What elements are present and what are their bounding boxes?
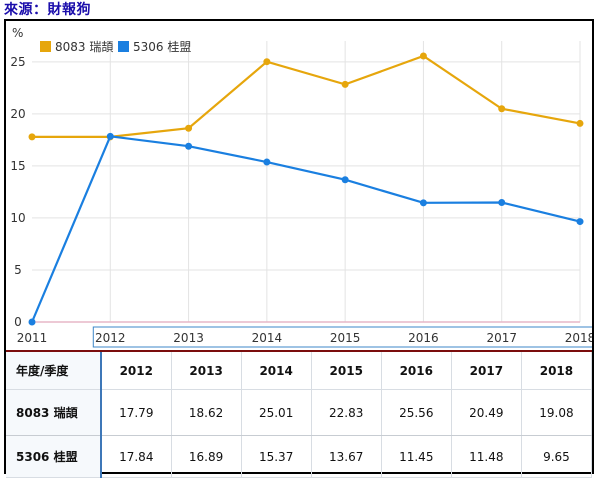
divider [6,350,592,352]
data-point [498,199,506,207]
line-chart: 0 5 10 15 20 25% 2011 2012 2013 2014 2015 2016 2017 2… [10,26,592,348]
y-tick-label: 15 [10,159,25,173]
table-col-header: 2018 [521,352,593,390]
table-col-header: 2013 [171,352,242,390]
y-tick-label: 25 [10,55,25,69]
x-tick-label: 2016 [408,331,439,345]
table-cell: 17.79 [101,389,172,436]
table-col-header: 2017 [451,352,522,390]
table-col-header: 2015 [311,352,382,390]
data-point [28,318,36,326]
legend-label: 8083 瑞頡 [55,40,113,54]
table-cell: 16.89 [171,435,242,478]
table-cell: 25.01 [241,389,312,436]
table-cell: 9.65 [521,435,593,478]
table-cell: 11.45 [381,435,452,478]
data-point [419,52,427,60]
table-row: 5306 桂盟 17.84 16.89 15.37 13.67 11.45 11… [6,435,593,478]
x-tick-label: 2012 [95,331,126,345]
chart-table-panel: 0 5 10 15 20 25% 2011 2012 2013 2014 2015 2016 2017 2… [4,19,594,478]
table-cell: 19.08 [521,389,593,436]
series-line [30,135,581,323]
x-tick-label: 2018 [565,331,592,345]
legend-label: 5306 桂盟 [133,39,191,54]
data-point [185,142,193,150]
data-point [419,199,427,207]
y-tick-label: 20 [10,107,25,121]
data-point [263,158,271,166]
table-cell: 17.84 [101,435,172,478]
data-point [106,132,114,140]
table-corner-header: 年度/季度 [6,352,102,390]
data-point [263,58,271,66]
legend-swatch [118,41,129,52]
x-tick-label: 2015 [330,331,361,345]
data-point [341,176,349,184]
x-tick-label: 2011 [17,331,48,345]
table-cell: 15.37 [241,435,312,478]
table-row-label: 8083 瑞頡 [6,389,102,436]
source-label: 來源：財報狗 [4,2,91,18]
table-cell: 18.62 [171,389,242,436]
table-cell: 13.67 [311,435,382,478]
y-tick-label: 5 [14,263,22,277]
y-tick-label: 0 [14,315,22,329]
table-cell: 20.49 [451,389,522,436]
table-col-header: 2016 [381,352,452,390]
series-line [32,54,581,138]
data-point [576,218,584,226]
y-axis-unit-label: % [12,26,23,40]
y-tick-label: 10 [10,211,25,225]
table-row: 8083 瑞頡 17.79 18.62 25.01 22.83 25.56 20… [6,389,593,436]
x-tick-label: 2013 [173,331,204,345]
data-point [341,80,349,88]
range-selector-box [92,326,592,348]
table-cell: 25.56 [381,389,452,436]
table-col-header: 2012 [101,352,172,390]
x-tick-label: 2017 [486,331,517,345]
x-tick-label: 2014 [252,331,283,345]
legend-swatch [40,41,51,52]
table-header-row: 年度/季度 2012 2013 2014 2015 2016 2017 2018 [6,352,593,390]
table-col-header: 2014 [241,352,312,390]
data-point [185,124,193,132]
table-cell: 22.83 [311,389,382,436]
table-row-label: 5306 桂盟 [6,435,102,478]
table-cell: 11.48 [451,435,522,478]
data-point [576,119,584,127]
data-point [498,105,506,113]
data-point [28,133,36,141]
data-table: 年度/季度 2012 2013 2014 2015 2016 2017 2018… [6,352,593,478]
